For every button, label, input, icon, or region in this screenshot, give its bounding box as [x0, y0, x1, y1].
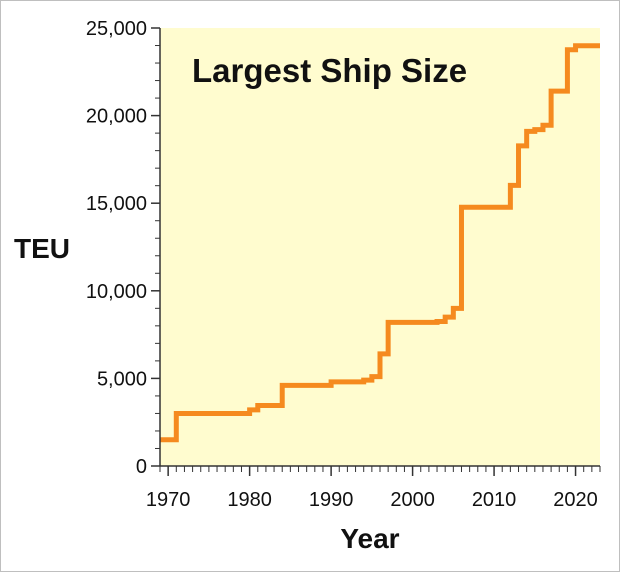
x-axis-label: Year	[340, 523, 399, 554]
y-tick-label: 10,000	[86, 281, 147, 303]
x-tick-label: 2020	[553, 489, 598, 511]
y-tick-label: 0	[136, 456, 147, 478]
x-tick-label: 1970	[146, 489, 191, 511]
y-axis-label: TEU	[14, 233, 70, 264]
plot-area	[160, 28, 600, 466]
x-tick-label: 1980	[227, 489, 272, 511]
series-layer	[160, 43, 600, 443]
x-tick-label: 2010	[472, 489, 517, 511]
chart-title: Largest Ship Size	[192, 52, 467, 89]
y-tick-label: 25,000	[86, 18, 147, 40]
ticks: 0 5,000 10,000 15,000 20,000 25,000 1970 1980 19…	[86, 18, 601, 511]
series-line-largest-ship-size	[160, 43, 600, 443]
y-tick-label: 20,000	[86, 106, 147, 128]
y-tick-label: 5,000	[97, 368, 147, 390]
x-tick-label: 2000	[390, 489, 435, 511]
x-tick-label: 1990	[309, 489, 354, 511]
y-tick-label: 15,000	[86, 193, 147, 215]
